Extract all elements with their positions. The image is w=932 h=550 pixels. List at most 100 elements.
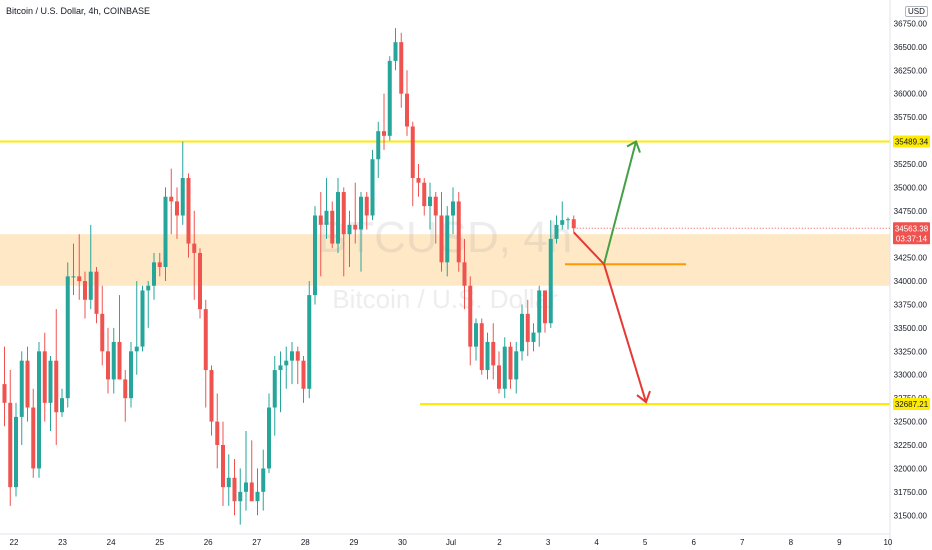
- bearish-arrow-head: [636, 390, 651, 404]
- candle-body: [479, 323, 484, 371]
- price-tick-label: 36000.00: [894, 90, 928, 99]
- candle-body: [100, 313, 105, 352]
- watermark-symbol: BTCUSD, 4h: [318, 213, 572, 262]
- candle-body: [439, 215, 444, 263]
- candle-body: [232, 477, 237, 502]
- candle-body: [83, 281, 87, 300]
- candle-body: [71, 276, 76, 278]
- candle-body: [14, 416, 18, 488]
- candle-body: [255, 491, 260, 502]
- candle-body: [169, 196, 174, 202]
- watermark-name: Bitcoin / U.S. Dollar: [332, 284, 558, 314]
- candle-body: [106, 351, 110, 380]
- time-tick-label: 30: [398, 538, 407, 547]
- last-price-badge-bg: [893, 222, 930, 245]
- zone-rect: [0, 234, 890, 286]
- candle-body: [456, 201, 461, 263]
- candle-body: [65, 276, 70, 399]
- candle-body: [399, 42, 404, 94]
- candle-body: [566, 219, 570, 221]
- candle-body: [290, 351, 294, 361]
- currency-button[interactable]: USD: [905, 6, 928, 17]
- support-badge-text: 32687.21: [895, 400, 929, 409]
- candle-body: [226, 477, 231, 488]
- candle-body: [422, 182, 427, 207]
- candle-body: [341, 192, 346, 235]
- supply-demand-zone: [0, 234, 890, 286]
- candle-body: [405, 93, 409, 127]
- last-price-text: 34563.38: [895, 224, 929, 233]
- candle-body: [416, 178, 421, 183]
- candle-body: [129, 351, 133, 399]
- candle-body: [347, 224, 352, 235]
- candle-body: [359, 196, 363, 230]
- candle-body: [468, 285, 473, 347]
- candle-body: [186, 178, 191, 244]
- candle-body: [560, 220, 565, 225]
- candle-body: [198, 252, 202, 310]
- time-tick-label: 22: [10, 538, 19, 547]
- price-tick-label: 35000.00: [894, 183, 928, 192]
- projection-arrows: [565, 140, 686, 404]
- time-tick-label: 29: [349, 538, 358, 547]
- price-tick-label: 33000.00: [894, 371, 928, 380]
- candle-body: [42, 351, 47, 403]
- price-tick-label: 31500.00: [894, 511, 928, 520]
- candle-body: [301, 360, 306, 389]
- candle-body: [543, 290, 547, 324]
- time-tick-label: 10: [883, 538, 892, 547]
- candle-body: [525, 313, 530, 342]
- time-tick-label: 7: [740, 538, 745, 547]
- candle-body: [2, 384, 7, 403]
- price-tick-label: 32250.00: [894, 441, 928, 450]
- time-tick-label: 26: [204, 538, 213, 547]
- time-tick-label: 27: [252, 538, 261, 547]
- candle-body: [537, 290, 542, 333]
- price-tick-label: 32500.00: [894, 418, 928, 427]
- candle-body: [284, 360, 289, 366]
- candle-body: [462, 262, 467, 286]
- candle-body: [117, 341, 122, 380]
- horizontal-levels: [0, 140, 890, 406]
- price-tick-label: 32000.00: [894, 464, 928, 473]
- candle-body: [554, 224, 559, 239]
- price-tick-label: 35250.00: [894, 160, 928, 169]
- candle-body: [502, 346, 507, 389]
- time-axis-pane[interactable]: [0, 534, 890, 550]
- candle-body: [313, 215, 317, 296]
- candle-body: [485, 341, 490, 371]
- candle-body: [25, 360, 30, 408]
- price-axis-pane[interactable]: [890, 0, 932, 550]
- candle-body: [520, 313, 524, 352]
- candle-body: [192, 243, 197, 253]
- candlestick-series: [2, 28, 576, 525]
- candle-body: [410, 126, 415, 178]
- candle-body: [215, 421, 220, 445]
- candle-body: [175, 201, 179, 216]
- candle-body: [19, 360, 24, 417]
- resistance-badge-text: 35489.34: [895, 138, 929, 147]
- time-tick-label: 8: [789, 538, 794, 547]
- candle-body: [8, 402, 13, 488]
- candle-body: [433, 196, 438, 216]
- candle-body: [393, 42, 398, 61]
- price-tick-label: 34750.00: [894, 207, 928, 216]
- candle-body: [134, 346, 139, 352]
- price-tick-label: 34250.00: [894, 254, 928, 263]
- candle-body: [244, 482, 248, 492]
- candle-body: [31, 407, 36, 469]
- candle-body: [307, 295, 312, 389]
- candle-body: [548, 238, 553, 324]
- candle-body: [157, 262, 162, 267]
- arrow-stem: [573, 231, 605, 265]
- candle-body: [382, 131, 386, 136]
- time-tick-label: 6: [691, 538, 696, 547]
- chart-title: Bitcoin / U.S. Dollar, 4h, COINBASE: [6, 6, 151, 16]
- candle-body: [353, 224, 358, 230]
- candle-body: [267, 407, 271, 469]
- candle-body: [451, 201, 455, 216]
- candle-body: [140, 290, 145, 347]
- resistance-badge-bg: [893, 135, 930, 148]
- candle-body: [278, 365, 283, 371]
